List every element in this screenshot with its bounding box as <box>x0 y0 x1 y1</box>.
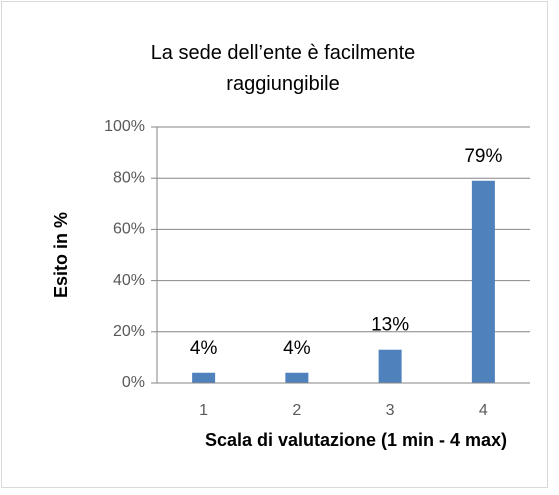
bar <box>471 180 495 383</box>
y-axis-label: Esito in % <box>51 212 71 298</box>
data-label: 4% <box>283 338 311 359</box>
data-label: 13% <box>371 315 409 336</box>
data-label: 4% <box>190 338 218 359</box>
y-tick-label: 100% <box>104 118 145 135</box>
bar <box>285 372 309 383</box>
y-tick-label: 60% <box>113 221 145 238</box>
chart-border <box>1 1 548 488</box>
bar <box>378 349 402 383</box>
x-tick-label: 3 <box>386 402 395 419</box>
y-tick-label: 80% <box>113 169 145 186</box>
x-tick-label: 1 <box>199 402 208 419</box>
x-tick-label: 2 <box>292 402 301 419</box>
data-label: 79% <box>464 146 502 167</box>
y-tick-label: 40% <box>113 272 145 289</box>
x-tick-label: 4 <box>479 402 488 419</box>
bar <box>192 372 216 383</box>
x-axis-label: Scala di valutazione (1 min - 4 max) <box>205 430 507 450</box>
y-tick-label: 0% <box>122 374 145 391</box>
y-tick-label: 20% <box>113 323 145 340</box>
chart-title: La sede dell’ente è facilmente raggiungi… <box>150 42 416 95</box>
